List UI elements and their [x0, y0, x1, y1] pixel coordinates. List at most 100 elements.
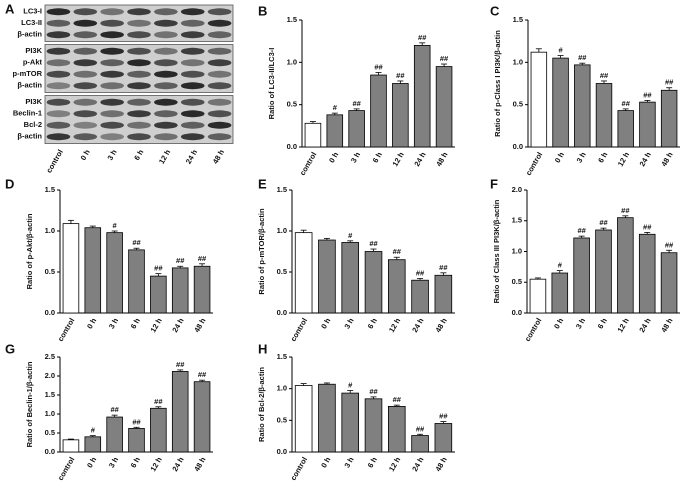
band [127, 19, 151, 27]
blot-row-label: β-actin [17, 30, 42, 39]
error-bar [375, 72, 382, 76]
x-tick-label: 12 h [387, 316, 403, 334]
bar [106, 416, 123, 453]
lane-label: 12 h [157, 148, 173, 166]
band [46, 82, 71, 90]
lane-label: 3 h [105, 148, 118, 162]
lane-label: 6 h [132, 148, 145, 162]
bar [617, 110, 634, 148]
x-tick-label: control [289, 455, 310, 482]
bar [364, 398, 383, 453]
panel-letter: A [5, 1, 15, 16]
significance-mark: ## [418, 33, 427, 42]
y-tick-label: 0.0 [45, 308, 55, 317]
bar [318, 239, 336, 314]
y-tick-label: 1.0 [277, 226, 287, 235]
band [180, 8, 205, 16]
significance-mark: # [558, 46, 563, 55]
error-bar [133, 247, 140, 250]
x-tick-label: 6 h [371, 150, 384, 164]
bar [171, 267, 189, 314]
error-bar [578, 235, 585, 238]
y-tick-label: 1.5 [277, 352, 287, 361]
x-tick-label: 24 h [638, 150, 654, 168]
significance-mark: ## [176, 360, 185, 369]
x-tick-label: 0 h [552, 316, 565, 330]
bar [193, 381, 211, 453]
x-tick-label: 6 h [366, 455, 379, 469]
bar [348, 110, 365, 148]
error-bar [666, 249, 673, 253]
blot-row-label: p-Akt [23, 58, 43, 67]
x-tick-label: 24 h [170, 316, 186, 334]
error-bar [89, 225, 96, 228]
band [207, 98, 232, 106]
error-bar [440, 421, 447, 424]
significance-mark: ## [396, 71, 405, 80]
error-bar [644, 100, 651, 103]
significance-mark: ## [369, 239, 378, 248]
y-axis-label: Ratio of p-mTOR/β-actin [257, 208, 266, 295]
band [154, 98, 178, 106]
significance-mark: ## [577, 226, 586, 235]
band [73, 121, 98, 129]
band [180, 31, 205, 39]
x-tick-label: 48 h [192, 316, 208, 334]
error-bar [622, 108, 629, 111]
x-tick-label: 12 h [391, 150, 407, 168]
significance-mark: ## [198, 370, 207, 379]
bar [388, 259, 406, 314]
error-bar [199, 263, 206, 267]
y-tick-label: 1.5 [45, 185, 55, 194]
lane-label: 48 h [211, 148, 227, 166]
blot-row-label: β-actin [17, 81, 42, 90]
lane-label: 24 h [184, 148, 200, 166]
band [180, 47, 205, 55]
band [154, 47, 178, 55]
x-tick-label: 0 h [327, 150, 340, 164]
bar [638, 233, 656, 314]
band [180, 19, 205, 27]
error-bar [440, 272, 447, 276]
band [127, 110, 151, 118]
bar [193, 265, 211, 314]
x-tick-label: 6 h [129, 455, 142, 469]
panel-letter: E [258, 176, 267, 191]
band [100, 98, 124, 106]
error-bar [441, 63, 448, 67]
bar [595, 83, 613, 148]
bar [128, 249, 145, 314]
bar [171, 371, 189, 453]
error-bar [417, 433, 424, 436]
bar [106, 232, 123, 314]
y-tick-label: 0.5 [287, 100, 297, 109]
x-tick-label: control [524, 150, 545, 177]
bar [552, 57, 569, 148]
bar [574, 64, 591, 148]
x-tick-label: 0 h [319, 455, 332, 469]
band [73, 31, 98, 39]
error-bar [111, 230, 118, 233]
x-tick-label: 12 h [387, 455, 403, 473]
y-tick-label: 1.5 [277, 185, 287, 194]
panel-letter: H [258, 341, 267, 356]
band [73, 82, 98, 90]
band [100, 31, 124, 39]
error-bar [557, 55, 564, 59]
significance-mark: ## [665, 240, 674, 249]
y-axis-label: Ratio of p-Akt/β-actin [25, 213, 34, 289]
error-bar [331, 112, 338, 115]
x-tick-label: 6 h [129, 316, 142, 330]
bar [318, 383, 336, 453]
y-axis-label: Ratio of Class III PI3K/β-actin [492, 199, 501, 303]
bar [434, 274, 453, 314]
y-tick-label: 1.0 [513, 57, 523, 66]
significance-mark: ## [439, 412, 448, 421]
band [46, 110, 71, 118]
bar [364, 251, 383, 314]
y-tick-label: 1.0 [277, 384, 287, 393]
y-tick-label: 0.5 [513, 100, 523, 109]
y-tick-label: 0.0 [277, 308, 287, 317]
x-tick-label: 48 h [434, 150, 450, 168]
band [46, 59, 71, 67]
